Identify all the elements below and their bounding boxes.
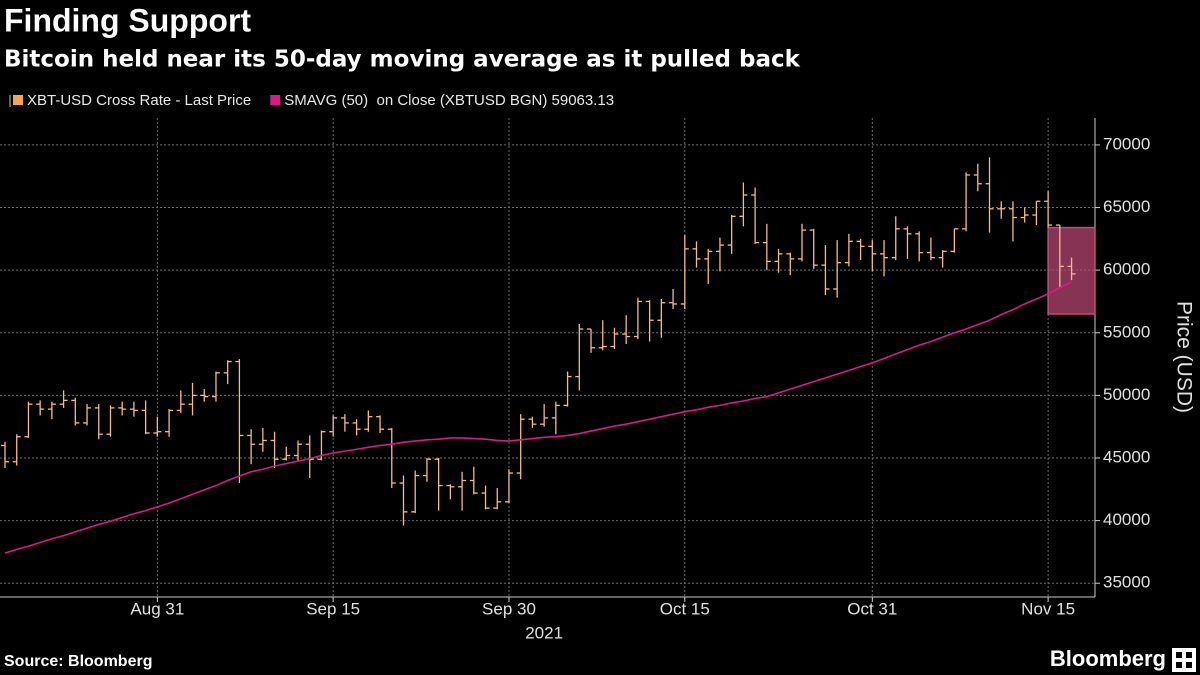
legend-label: SMAVG (50) on Close (XBTUSD BGN) 59063.1… [284,92,614,109]
y-tick-label: 35000 [1103,573,1150,592]
chart-subtitle: Bitcoin held near its 50-day moving aver… [4,47,801,73]
moving-average-line [4,281,1072,554]
x-tick-label: Aug 31 [130,599,184,618]
x-tick-label: Nov 15 [1021,599,1075,618]
y-tick-label: 45000 [1103,447,1150,466]
x-tick-label: Oct 15 [660,599,710,618]
x-tick-label: Sep 15 [306,599,360,618]
y-tick-label: 55000 [1103,322,1150,341]
source: Source: Bloomberg [4,653,152,670]
chart-title: Finding Support [4,2,251,38]
y-tick-label: 40000 [1103,510,1150,529]
ohlc-series [1,157,1076,526]
y-tick-label: 65000 [1103,197,1150,216]
brand: Bloomberg [1050,646,1166,671]
y-tick-label: 70000 [1103,134,1150,153]
legend-swatch [270,95,281,105]
y-axis-title: Price (USD) [1172,301,1195,413]
legend-swatch [13,95,23,105]
y-tick-label: 50000 [1103,385,1150,404]
x-tick-label: Oct 31 [847,599,897,618]
brand-icon [1172,648,1196,672]
x-tick-label: Sep 30 [482,599,536,618]
x-axis-title: 2021 [525,623,563,642]
legend-label: XBT-USD Cross Rate - Last Price [27,92,251,109]
y-tick-label: 60000 [1103,260,1150,279]
